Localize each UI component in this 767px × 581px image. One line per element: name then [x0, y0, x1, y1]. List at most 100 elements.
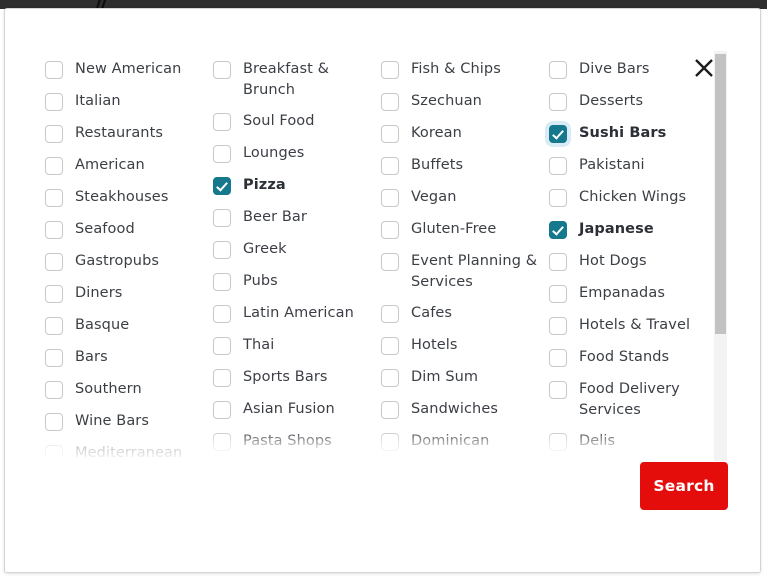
checkbox-icon[interactable] [45, 285, 63, 303]
checkbox-icon[interactable] [381, 253, 399, 271]
category-checkbox-item[interactable]: Wine Bars [45, 411, 203, 433]
category-checkbox-item[interactable]: American [45, 155, 203, 177]
checkbox-icon[interactable] [213, 369, 231, 387]
category-checkbox-item[interactable]: Pasta Shops [213, 431, 371, 453]
category-checkbox-item[interactable]: Sports Bars [213, 367, 371, 389]
close-button[interactable] [690, 54, 718, 82]
checkbox-icon[interactable] [45, 93, 63, 111]
category-checkbox-item[interactable]: Diners [45, 283, 203, 305]
checkbox-icon[interactable] [213, 401, 231, 419]
category-checkbox-item[interactable]: Hotels & Travel [549, 315, 707, 337]
category-checkbox-item[interactable]: Pizza [213, 175, 371, 197]
checkbox-icon[interactable] [213, 145, 231, 163]
checkbox-icon[interactable] [549, 433, 567, 451]
checkbox-icon[interactable] [213, 241, 231, 259]
category-checkbox-item[interactable]: Food Stands [549, 347, 707, 369]
checkbox-icon[interactable] [381, 61, 399, 79]
checkbox-icon[interactable] [381, 433, 399, 451]
category-checkbox-item[interactable]: Delis [549, 431, 707, 453]
category-checkbox-item[interactable]: Desserts [549, 91, 707, 113]
checkbox-icon[interactable] [45, 445, 63, 459]
checkbox-icon[interactable] [45, 125, 63, 143]
category-list-scrollbar[interactable] [714, 51, 727, 461]
checkbox-icon[interactable] [381, 221, 399, 239]
checkbox-icon[interactable] [381, 337, 399, 355]
category-checkbox-item[interactable]: Hot Dogs [549, 251, 707, 273]
checkbox-checked-icon[interactable] [549, 221, 567, 239]
category-checkbox-item[interactable]: Dominican [381, 431, 539, 453]
checkbox-icon[interactable] [549, 285, 567, 303]
category-checkbox-item[interactable]: Japanese [549, 219, 707, 241]
category-checkbox-item[interactable]: Food Delivery Services [549, 379, 707, 421]
checkbox-icon[interactable] [381, 157, 399, 175]
category-checkbox-item[interactable]: Dive Bars [549, 59, 707, 81]
checkbox-icon[interactable] [381, 369, 399, 387]
category-checkbox-item[interactable]: Sushi Bars [549, 123, 707, 145]
category-checkbox-item[interactable]: Szechuan [381, 91, 539, 113]
category-checkbox-item[interactable]: Dim Sum [381, 367, 539, 389]
checkbox-icon[interactable] [381, 93, 399, 111]
checkbox-icon[interactable] [45, 221, 63, 239]
category-checkbox-item[interactable]: Soul Food [213, 111, 371, 133]
category-checkbox-item[interactable]: Southern [45, 379, 203, 401]
checkbox-icon[interactable] [549, 93, 567, 111]
checkbox-icon[interactable] [381, 305, 399, 323]
category-checkbox-item[interactable]: Gastropubs [45, 251, 203, 273]
checkbox-checked-icon[interactable] [213, 177, 231, 195]
category-checkbox-item[interactable]: Hotels [381, 335, 539, 357]
category-checkbox-item[interactable]: Greek [213, 239, 371, 261]
category-checkbox-item[interactable]: Beer Bar [213, 207, 371, 229]
checkbox-icon[interactable] [381, 189, 399, 207]
category-checkbox-item[interactable]: Bars [45, 347, 203, 369]
category-checkbox-item[interactable]: Buffets [381, 155, 539, 177]
category-checkbox-item[interactable]: Italian [45, 91, 203, 113]
category-checkbox-item[interactable]: Mediterranean [45, 443, 203, 459]
checkbox-icon[interactable] [549, 253, 567, 271]
checkbox-icon[interactable] [213, 433, 231, 451]
category-checkbox-item[interactable]: Latin American [213, 303, 371, 325]
checkbox-icon[interactable] [549, 349, 567, 367]
checkbox-icon[interactable] [45, 413, 63, 431]
category-checkbox-item[interactable]: Pakistani [549, 155, 707, 177]
category-checkbox-item[interactable]: Empanadas [549, 283, 707, 305]
category-checkbox-item[interactable]: Breakfast & Brunch [213, 59, 371, 101]
category-checkbox-item[interactable]: Cafes [381, 303, 539, 325]
category-checkbox-item[interactable]: Seafood [45, 219, 203, 241]
category-checkbox-item[interactable]: Fish & Chips [381, 59, 539, 81]
category-checkbox-item[interactable]: New American [45, 59, 203, 81]
category-checkbox-item[interactable]: Sandwiches [381, 399, 539, 421]
category-checkbox-item[interactable]: Asian Fusion [213, 399, 371, 421]
checkbox-icon[interactable] [45, 349, 63, 367]
category-checkbox-item[interactable]: Korean [381, 123, 539, 145]
category-checkbox-item[interactable]: Basque [45, 315, 203, 337]
checkbox-checked-icon[interactable] [549, 125, 567, 143]
category-checkbox-item[interactable]: Restaurants [45, 123, 203, 145]
category-checkbox-item[interactable]: Pubs [213, 271, 371, 293]
category-checkbox-item[interactable]: Lounges [213, 143, 371, 165]
checkbox-icon[interactable] [549, 317, 567, 335]
category-checkbox-item[interactable]: Steakhouses [45, 187, 203, 209]
checkbox-icon[interactable] [213, 337, 231, 355]
checkbox-icon[interactable] [549, 157, 567, 175]
checkbox-icon[interactable] [45, 157, 63, 175]
checkbox-icon[interactable] [213, 113, 231, 131]
category-checkbox-item[interactable]: Chicken Wings [549, 187, 707, 209]
category-checkbox-item[interactable]: Event Planning & Services [381, 251, 539, 293]
checkbox-icon[interactable] [549, 61, 567, 79]
category-checkbox-item[interactable]: Gluten-Free [381, 219, 539, 241]
checkbox-icon[interactable] [381, 125, 399, 143]
category-checkbox-item[interactable]: Vegan [381, 187, 539, 209]
search-button[interactable]: Search [640, 462, 728, 510]
checkbox-icon[interactable] [213, 61, 231, 79]
checkbox-icon[interactable] [45, 189, 63, 207]
checkbox-icon[interactable] [213, 305, 231, 323]
checkbox-icon[interactable] [45, 317, 63, 335]
checkbox-icon[interactable] [381, 401, 399, 419]
checkbox-icon[interactable] [45, 61, 63, 79]
checkbox-icon[interactable] [213, 273, 231, 291]
category-checkbox-item[interactable]: Thai [213, 335, 371, 357]
checkbox-icon[interactable] [213, 209, 231, 227]
checkbox-icon[interactable] [549, 189, 567, 207]
scrollbar-thumb[interactable] [715, 54, 726, 334]
checkbox-icon[interactable] [45, 381, 63, 399]
